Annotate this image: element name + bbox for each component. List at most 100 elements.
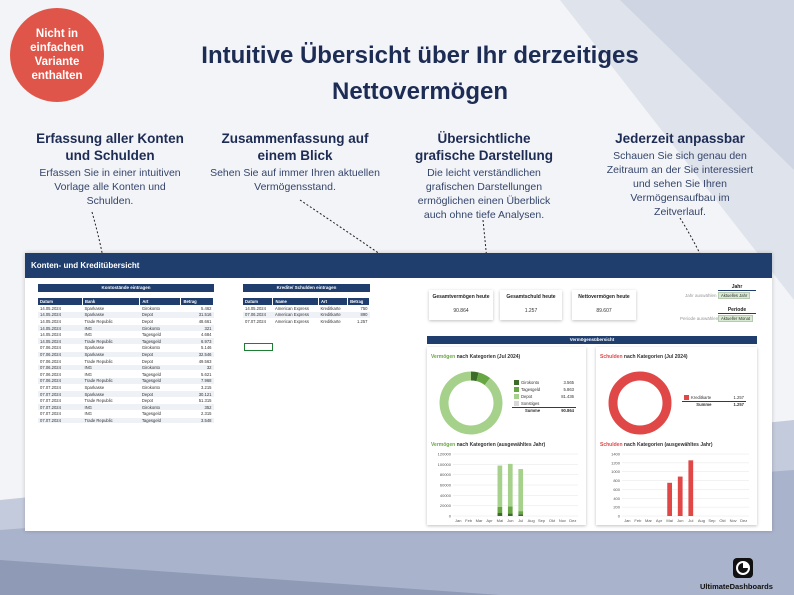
table-cell[interactable]: 5.462	[180, 305, 214, 313]
table-cell[interactable]: 07.06.2024	[38, 377, 83, 385]
table-cell[interactable]: Kreditkarte	[318, 311, 348, 319]
table-cell[interactable]: Girokonto	[139, 384, 181, 392]
table-row[interactable]: 07.06.2024 ING Tagesgeld 5.621	[38, 370, 214, 379]
table-cell[interactable]: 07.06.2024	[243, 311, 273, 319]
table-cell[interactable]: ING	[82, 410, 140, 418]
table-cell[interactable]: Tagesgeld	[139, 377, 181, 385]
table-cell[interactable]: ING	[82, 364, 140, 372]
table-cell[interactable]: 51.315	[180, 397, 214, 405]
table-cell[interactable]: 2.315	[180, 410, 214, 418]
table-cell[interactable]: 5.146	[180, 344, 214, 352]
table-cell[interactable]: Tagesgeld	[139, 331, 181, 339]
table-cell[interactable]: 14.05.2024	[38, 311, 83, 319]
table-cell[interactable]: 07.06.2024	[38, 344, 83, 352]
table-cell[interactable]: 6.973	[180, 337, 214, 346]
table-cell[interactable]: Depot	[139, 351, 181, 359]
table-cell[interactable]: 321	[180, 324, 214, 332]
table-row[interactable]: 14.05.2024 American Express Kreditkarte 750	[243, 305, 370, 313]
column-header[interactable]: Betrag	[180, 298, 214, 305]
table-cell[interactable]: 750	[347, 305, 370, 313]
table-cell[interactable]: 14.05.2024	[38, 318, 83, 326]
table-cell[interactable]: 3.548	[180, 417, 214, 425]
year-filter-select[interactable]: Aktuelles Jahr	[718, 292, 751, 299]
table-row[interactable]: 07.06.2024 Sparkasse Depot 32.546	[38, 351, 214, 359]
table-row[interactable]: 07.06.2024 Trade Republic Tagesgeld 7.968	[38, 377, 214, 385]
table-cell[interactable]: ING	[82, 324, 140, 332]
table-row[interactable]: 07.07.2024 ING Girokonto 352	[38, 403, 214, 411]
table-cell[interactable]: 07.07.2024	[243, 318, 273, 326]
table-cell[interactable]: 14.05.2024	[38, 337, 83, 346]
table-cell[interactable]: 14.05.2024	[38, 324, 83, 332]
table-cell[interactable]: 14.05.2024	[243, 305, 273, 313]
table-cell[interactable]: Depot	[139, 357, 181, 365]
table-cell[interactable]: Trade Republic	[82, 337, 140, 346]
table-cell[interactable]: Sparkasse	[82, 384, 140, 392]
table-row[interactable]: 07.07.2024 Sparkasse Depot 30.121	[38, 390, 214, 398]
table-cell[interactable]: 07.06.2024	[38, 364, 83, 372]
table-cell[interactable]: 32.546	[180, 351, 214, 359]
table-cell[interactable]: 30.121	[180, 390, 214, 398]
table-cell[interactable]: 890	[347, 311, 370, 319]
table-cell[interactable]: 7.968	[180, 377, 214, 385]
table-cell[interactable]: Sparkasse	[82, 351, 140, 359]
table-cell[interactable]: Girokonto	[139, 344, 181, 352]
table-cell[interactable]: Trade Republic	[82, 357, 140, 365]
table-cell[interactable]: Depot	[139, 390, 181, 398]
column-header[interactable]: Datum	[38, 298, 83, 305]
table-cell[interactable]: Depot	[139, 311, 181, 319]
table-row[interactable]: 07.07.2024 Trade Republic Tagesgeld 3.548	[38, 417, 214, 425]
table-cell[interactable]: 48.661	[180, 318, 214, 326]
table-cell[interactable]: 14.05.2024	[38, 305, 83, 313]
table-row[interactable]: 14.05.2024 Sparkasse Depot 31.516	[38, 311, 214, 319]
table-cell[interactable]: Girokonto	[139, 324, 181, 332]
table-row[interactable]: 14.05.2024 Sparkasse Girokonto 5.462	[38, 305, 214, 313]
table-cell[interactable]: 07.07.2024	[38, 390, 83, 398]
table-row[interactable]: 14.05.2024 ING Tagesgeld 4.684	[38, 331, 214, 339]
column-header[interactable]: Art	[318, 298, 349, 305]
column-header[interactable]: Name	[272, 298, 319, 305]
table-cell[interactable]: 31.516	[180, 311, 214, 319]
table-cell[interactable]: 07.07.2024	[38, 403, 83, 411]
table-cell[interactable]: ING	[82, 370, 140, 379]
column-header[interactable]: Art	[139, 298, 182, 305]
table-cell[interactable]: 352	[180, 403, 214, 411]
table-cell[interactable]: Depot	[139, 397, 181, 405]
table-cell[interactable]: Trade Republic	[82, 397, 140, 405]
table-cell[interactable]: 49.563	[180, 357, 214, 365]
table-cell[interactable]: 4.684	[180, 331, 214, 339]
table-cell[interactable]: ING	[82, 403, 140, 411]
table-cell[interactable]: Sparkasse	[82, 390, 140, 398]
selected-cell[interactable]	[244, 343, 273, 351]
column-header[interactable]: Betrag	[347, 298, 370, 305]
table-cell[interactable]: Trade Republic	[82, 318, 140, 326]
table-row[interactable]: 07.06.2024 Trade Republic Depot 49.563	[38, 357, 214, 365]
table-row[interactable]: 07.07.2024 Trade Republic Depot 51.315	[38, 397, 214, 405]
table-cell[interactable]: American Express	[272, 311, 319, 319]
table-row[interactable]: 07.07.2024 ING Tagesgeld 2.315	[38, 410, 214, 418]
table-cell[interactable]: Girokonto	[139, 364, 181, 372]
table-cell[interactable]: Tagesgeld	[139, 370, 181, 379]
table-cell[interactable]: Sparkasse	[82, 344, 140, 352]
table-cell[interactable]: Girokonto	[139, 305, 181, 313]
table-cell[interactable]: 07.07.2024	[38, 384, 83, 392]
table-cell[interactable]: 14.05.2024	[38, 331, 83, 339]
table-row[interactable]: 07.06.2024 Sparkasse Girokonto 5.146	[38, 344, 214, 352]
table-row[interactable]: 07.07.2024 American Express Kreditkarte 1.2…	[243, 318, 370, 326]
table-row[interactable]: 07.07.2024 Sparkasse Girokonto 3.215	[38, 384, 214, 392]
table-cell[interactable]: 1.257	[347, 318, 370, 326]
table-cell[interactable]: 07.07.2024	[38, 397, 83, 405]
table-row[interactable]: 14.05.2024 ING Girokonto 321	[38, 324, 214, 332]
table-cell[interactable]: 07.06.2024	[38, 370, 83, 379]
table-cell[interactable]: Girokonto	[139, 403, 181, 411]
table-cell[interactable]: Tagesgeld	[139, 417, 181, 425]
table-cell[interactable]: 32	[180, 364, 214, 372]
table-cell[interactable]: Kreditkarte	[318, 318, 348, 326]
table-cell[interactable]: Depot	[139, 318, 181, 326]
table-cell[interactable]: Kreditkarte	[318, 305, 348, 313]
table-row[interactable]: 14.05.2024 Trade Republic Tagesgeld 6.973	[38, 337, 214, 346]
period-filter-select[interactable]: Aktueller Monat	[718, 315, 754, 322]
table-cell[interactable]: American Express	[272, 305, 319, 313]
table-cell[interactable]: Tagesgeld	[139, 337, 181, 346]
table-cell[interactable]: Tagesgeld	[139, 410, 181, 418]
table-cell[interactable]: Sparkasse	[82, 311, 140, 319]
